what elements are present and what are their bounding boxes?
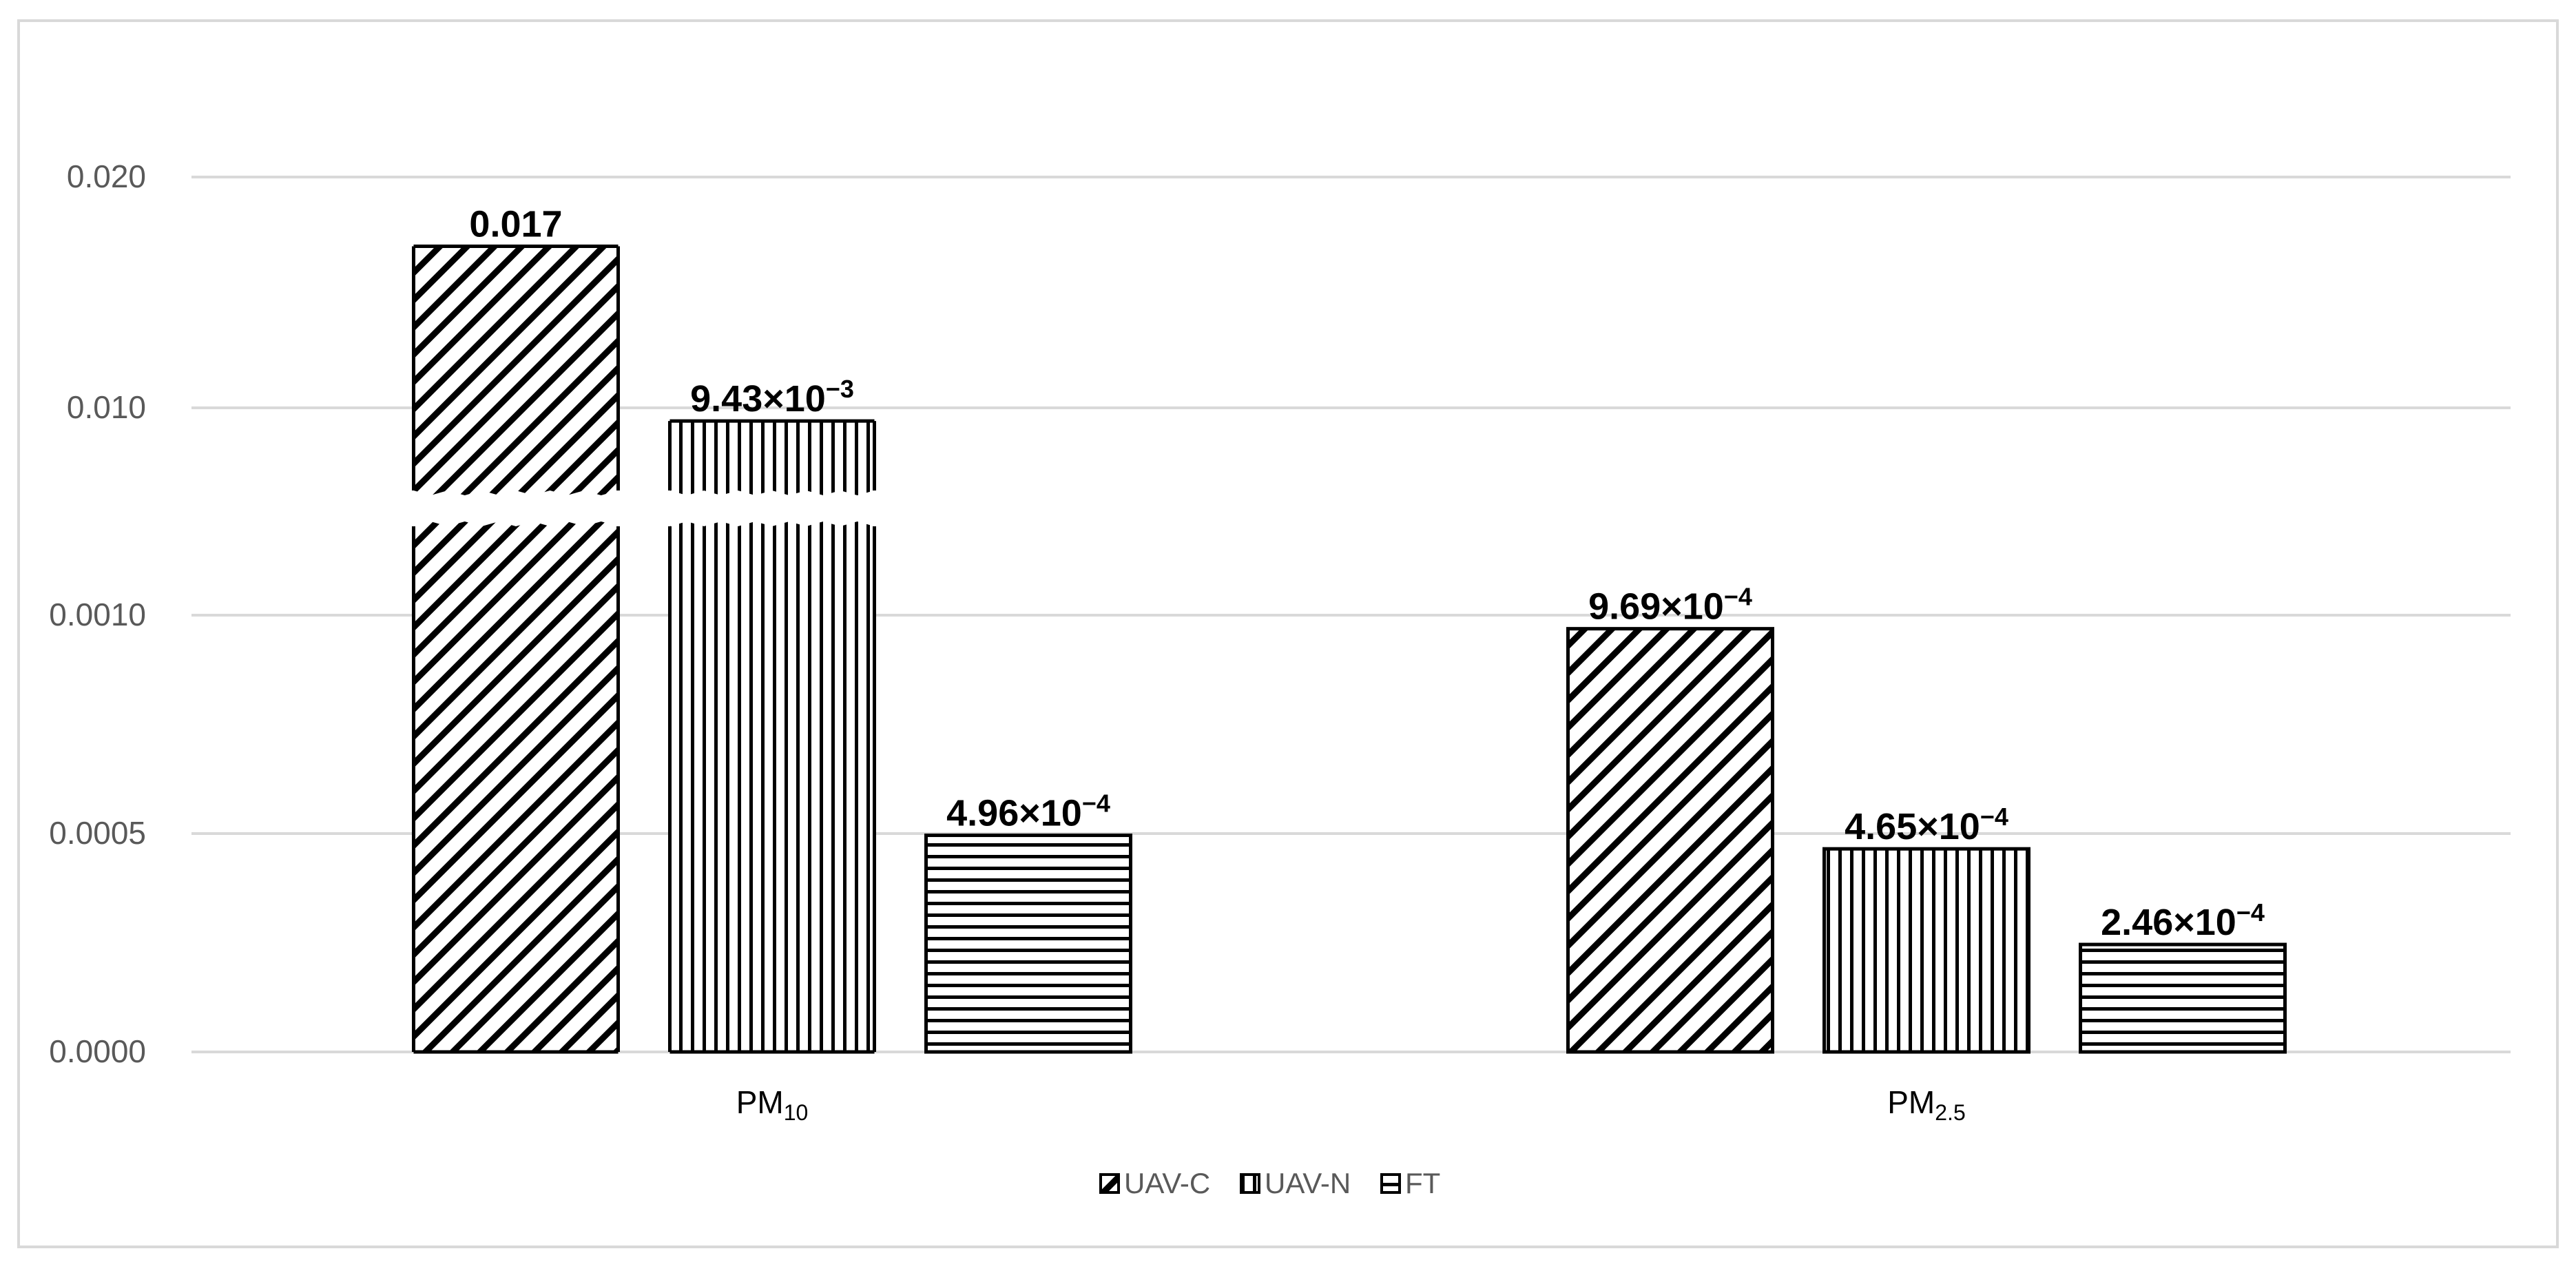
bar-ft-0 [924, 834, 1132, 1054]
legend-swatch-uav-n [1240, 1173, 1260, 1194]
bar-uav-c-0-upper [413, 246, 619, 495]
legend-label-uav-c: UAV-C [1124, 1167, 1210, 1199]
bar-uav-n-0-lower [669, 521, 875, 1052]
bar-uav-n-1 [1822, 847, 2030, 1054]
data-label-uav-c-0: 0.017 [469, 204, 562, 245]
x-axis-categories: PM10 PM2.5 [736, 1084, 1966, 1125]
bar-uav-c-1 [1566, 627, 1774, 1054]
y-axis-ticks: 0.0000 0.0005 0.0010 0.010 0.020 [49, 158, 146, 1069]
y-tick-label: 0.020 [67, 158, 146, 194]
legend-label-uav-n: UAV-N [1265, 1167, 1351, 1199]
data-label-uav-n-1: 4.65×10−4 [1845, 803, 2008, 847]
y-tick-label: 0.010 [67, 389, 146, 425]
data-label-ft-0: 4.96×10−4 [946, 789, 1110, 834]
bar-uav-n-0-upper [669, 421, 875, 495]
legend-swatch-ft [1380, 1173, 1401, 1194]
data-labels: 0.017 9.69×10−4 9.43×10−3 4.65×10−4 4.96×10−… [469, 204, 2264, 944]
data-label-uav-n-0: 9.43×10−3 [690, 375, 854, 420]
bars [412, 245, 2287, 1054]
legend-swatch-uav-c [1099, 1173, 1120, 1194]
data-label-uav-c-1: 9.69×10−4 [1588, 583, 1752, 628]
bar-uav-c-0-lower [413, 521, 619, 1052]
y-tick-label: 0.0005 [49, 815, 146, 851]
x-category-label: PM2.5 [1887, 1084, 1965, 1125]
bar-ft-1 [2079, 942, 2287, 1054]
x-category-label: PM10 [736, 1084, 809, 1125]
chart-border [17, 19, 2559, 1248]
y-tick-label: 0.0000 [49, 1033, 146, 1069]
legend: UAV-C UAV-N FT [1099, 1167, 1440, 1199]
data-label-ft-1: 2.46×10−4 [2101, 898, 2265, 943]
legend-label-ft: FT [1405, 1167, 1440, 1199]
y-tick-label: 0.0010 [49, 597, 146, 632]
